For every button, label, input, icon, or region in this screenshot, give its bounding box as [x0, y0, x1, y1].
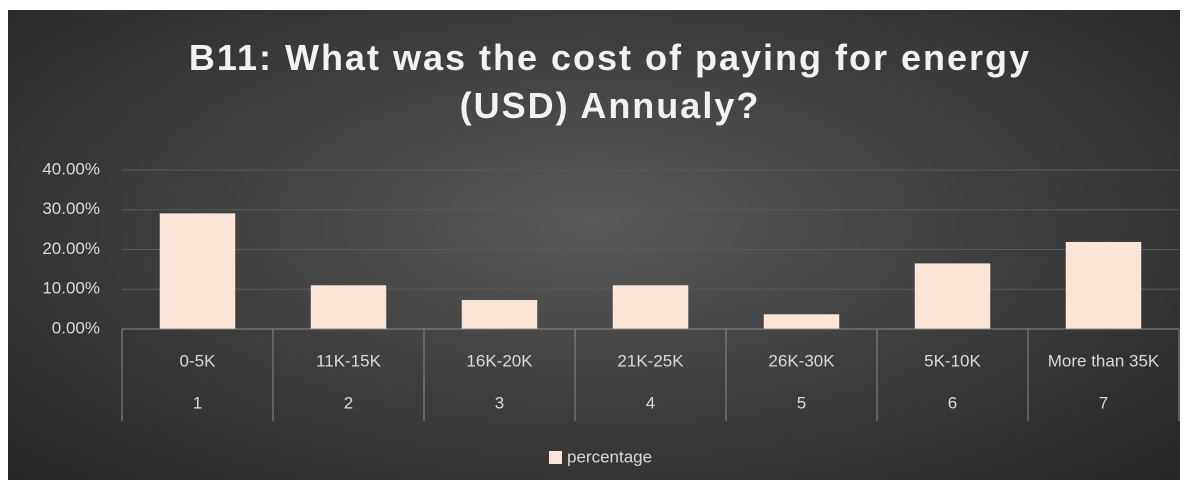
y-tick-label: 40.00%	[42, 159, 100, 178]
x-group-label: 3	[495, 393, 504, 412]
x-tick-label: 16K-20K	[466, 351, 533, 370]
x-group-label: 2	[344, 393, 353, 412]
x-group-label: 1	[193, 393, 202, 412]
legend-label: percentage	[567, 447, 652, 466]
y-tick-label: 10.00%	[42, 279, 100, 298]
bar	[914, 263, 991, 329]
x-group-label: 5	[797, 393, 806, 412]
y-tick-label: 20.00%	[42, 239, 100, 258]
bar	[159, 213, 236, 329]
x-tick-label: 26K-30K	[768, 351, 835, 370]
x-tick-label: 0-5K	[180, 351, 217, 370]
bar	[763, 314, 840, 329]
bar	[612, 285, 689, 329]
legend-swatch	[549, 451, 562, 464]
bar	[461, 299, 538, 329]
bar	[310, 285, 387, 329]
chart-title: B11: What was the cost of paying for ene…	[188, 37, 1032, 126]
y-tick-label: 30.00%	[42, 199, 100, 218]
x-group-label: 6	[948, 393, 957, 412]
x-tick-label: 11K-15K	[316, 351, 382, 370]
x-tick-label: More than 35K	[1048, 351, 1160, 370]
y-tick-label: 0.00%	[52, 318, 100, 337]
bar	[1065, 241, 1142, 329]
x-tick-label: 21K-25K	[617, 351, 684, 370]
x-tick-label: 5K-10K	[924, 351, 981, 370]
x-group-label: 7	[1099, 393, 1108, 412]
x-group-label: 4	[646, 393, 655, 412]
